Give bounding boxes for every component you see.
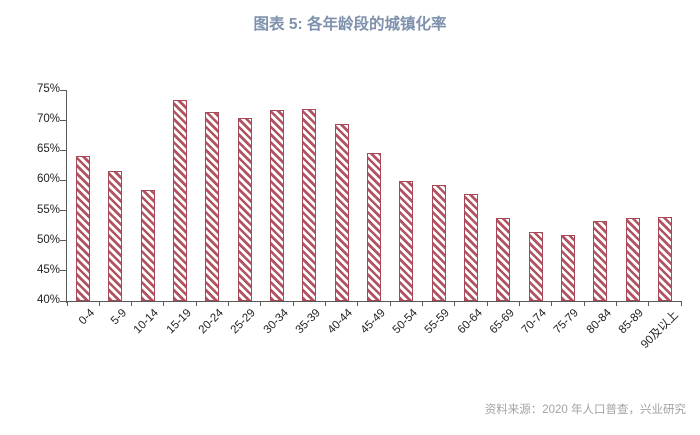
x-axis-tick-label: 20-24	[196, 307, 226, 337]
bar	[334, 124, 349, 301]
y-axis-tick-label: 40%	[36, 294, 60, 306]
x-axis-tick-label: 50-54	[390, 307, 420, 337]
bar	[367, 152, 381, 301]
y-axis-tick	[60, 179, 66, 181]
bar	[140, 190, 155, 301]
bar	[431, 185, 446, 301]
bar	[399, 181, 414, 301]
y-axis-tick	[60, 89, 66, 91]
x-axis-tick-label: 80-84	[584, 307, 614, 337]
x-axis-tick	[421, 302, 423, 306]
bar	[76, 156, 91, 301]
bar	[302, 108, 317, 301]
y-axis-tick-label: 70%	[36, 113, 60, 126]
x-axis-tick	[486, 302, 488, 306]
x-axis-tick	[615, 302, 617, 306]
x-axis-tick	[454, 302, 456, 306]
x-axis-tick-label: 55-59	[422, 307, 453, 337]
y-axis-tick-label: 65%	[36, 143, 60, 156]
x-axis-tick-label: 75-79	[552, 307, 582, 337]
y-axis-tick	[60, 240, 66, 242]
x-axis-tick-label: 85-89	[616, 307, 647, 337]
bar	[593, 220, 608, 301]
x-axis-tick-label: 65-69	[487, 307, 517, 337]
x-axis-tick-label: 40-44	[325, 307, 356, 337]
bar	[496, 217, 511, 301]
x-axis-tick	[195, 302, 197, 306]
y-axis-tick	[60, 300, 66, 302]
x-axis-tick	[583, 302, 585, 306]
y-axis-tick-label: 60%	[36, 173, 60, 186]
bar	[270, 109, 285, 301]
x-axis-tick	[680, 302, 682, 306]
x-axis-tick-label: 35-39	[293, 307, 323, 337]
x-axis-tick	[551, 302, 553, 306]
bar	[528, 231, 543, 301]
x-axis-tick	[357, 302, 359, 306]
y-axis-line	[66, 90, 67, 303]
x-axis-tick-label: 45-49	[358, 307, 388, 337]
x-axis-line	[66, 301, 682, 302]
y-axis-tick	[60, 210, 66, 212]
x-axis-tick-label: 60-64	[455, 307, 485, 337]
x-axis-tick-label: 5-9	[108, 307, 129, 328]
y-axis-tick-label: 45%	[36, 263, 60, 276]
x-axis-tick-label: 30-34	[261, 307, 291, 337]
bar	[205, 111, 220, 301]
y-axis-tick-label: 75%	[36, 83, 60, 95]
x-axis-tick-label: 25-29	[228, 307, 259, 337]
source-note: 资料来源：2020 年人口普查，兴业研究	[484, 404, 686, 416]
bar	[237, 118, 252, 301]
bar	[173, 100, 188, 301]
x-axis-tick	[292, 302, 294, 306]
bar	[625, 217, 640, 301]
x-axis-tick	[518, 302, 520, 306]
bar	[108, 171, 123, 301]
x-axis-tick-label: 70-74	[519, 307, 550, 337]
x-axis-tick	[260, 302, 262, 306]
plot-area: 40% 45% 50% 55% 60% 65% 70% 75% 0-4 5-9 10-14 15-19…	[37, 83, 682, 351]
x-axis-tick	[131, 302, 133, 306]
y-axis-tick	[60, 119, 66, 121]
x-axis-tick	[325, 302, 327, 306]
x-axis-tick-label: 10-14	[131, 307, 162, 337]
chart-title: 图表 5: 各年龄段的城镇化率	[253, 16, 447, 33]
y-axis-tick-label: 55%	[36, 203, 60, 216]
y-axis-tick	[60, 270, 66, 272]
x-axis-tick	[228, 302, 230, 306]
bar	[657, 216, 672, 301]
bar	[560, 234, 575, 301]
x-axis-tick	[389, 302, 391, 306]
x-axis-tick-label: 0-4	[76, 307, 97, 328]
x-axis-tick	[163, 302, 165, 306]
x-axis-tick	[648, 302, 650, 306]
y-axis-tick	[60, 149, 66, 151]
x-axis-tick	[98, 302, 100, 306]
x-axis-tick	[66, 302, 68, 306]
x-axis-tick-label: 15-19	[164, 307, 194, 337]
y-axis-tick-label: 50%	[36, 233, 60, 246]
bar	[463, 193, 478, 301]
